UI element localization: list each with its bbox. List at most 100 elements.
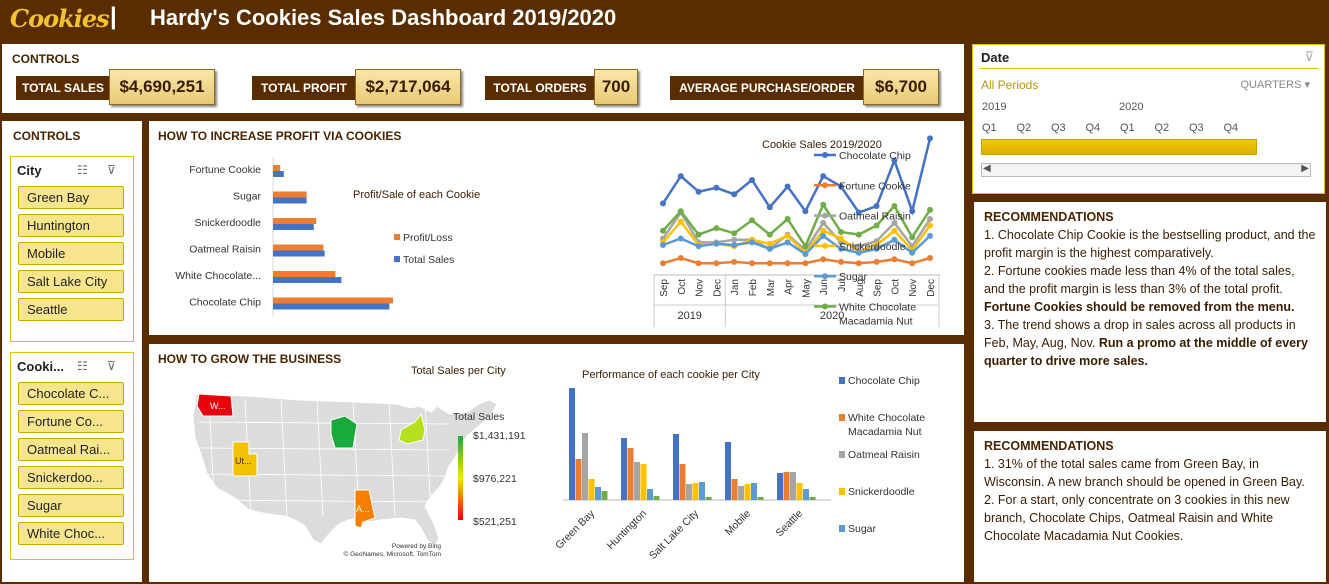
timeline-bar[interactable] — [981, 139, 1257, 155]
quarter-label[interactable]: Q2 — [1016, 122, 1032, 134]
bar — [744, 484, 751, 500]
clear-filter-icon[interactable]: ⊽ — [107, 163, 116, 177]
quarter-label[interactable]: Q1 — [982, 122, 997, 134]
data-point — [695, 231, 702, 238]
state-border — [196, 499, 450, 503]
data-point — [713, 184, 720, 191]
data-point — [802, 251, 809, 258]
chart-title: Profit/Sale of each Cookie — [353, 189, 480, 201]
data-point — [677, 218, 684, 225]
scroll-right-icon[interactable]: ▶ — [1301, 163, 1309, 174]
chart-title: Performance of each cookie per City — [582, 369, 760, 381]
legend-swatch — [839, 377, 845, 384]
city-slicer-item[interactable]: Huntington — [18, 214, 124, 237]
tick-label: Sep — [659, 279, 670, 297]
city-slicer-item[interactable]: Green Bay — [18, 186, 124, 209]
clear-filter-icon[interactable]: ⊽ — [107, 359, 116, 373]
legend-mid: $976,221 — [473, 473, 517, 485]
year-label-2020: 2020 — [1119, 101, 1144, 113]
bar — [273, 271, 336, 277]
tick-label: May — [801, 279, 812, 298]
recommendation-line: 1. 31% of the total sales came from Gree… — [984, 457, 1305, 489]
date-slicer[interactable]: Date ⊽ All Periods QUARTERS ▾ 2019 2020 … — [972, 44, 1325, 194]
data-point — [677, 208, 684, 215]
data-point — [927, 135, 933, 142]
state-border — [424, 399, 432, 517]
cookie-slicer[interactable]: Cooki... ☷ ⊽ Chocolate C... Fortune Co...… — [10, 352, 134, 560]
date-slicer-divider — [979, 68, 1318, 69]
category-label: Green Bay — [553, 507, 598, 552]
tick-label: Aug — [855, 279, 866, 297]
bar — [273, 224, 314, 230]
kpi-panel: CONTROLS TOTAL SALES $4,690,251 TOTAL PR… — [2, 44, 964, 113]
legend-entry: Total Sales — [403, 254, 454, 266]
tick-label: Jul — [837, 279, 848, 292]
cookie-slicer-item[interactable]: Fortune Co... — [18, 410, 124, 433]
cookie-slicer-item[interactable]: Sugar — [18, 494, 124, 517]
quarter-label[interactable]: Q4 — [1085, 122, 1101, 134]
data-point — [909, 234, 916, 241]
cookies-logo: Cookies — [10, 4, 110, 33]
data-point — [927, 222, 933, 229]
quarter-label[interactable]: Q4 — [1223, 122, 1239, 134]
growth-section-title: HOW TO GROW THE BUSINESS — [158, 352, 342, 366]
cookie-slicer-item[interactable]: Chocolate C... — [18, 382, 124, 405]
city-slicer-item[interactable]: Seattle — [18, 298, 124, 321]
clear-filter-icon[interactable]: ⊽ — [1304, 49, 1314, 64]
bar — [634, 462, 640, 500]
state-alabama[interactable] — [354, 489, 376, 529]
bar — [757, 497, 764, 500]
date-slicer-title: Date — [981, 50, 1010, 65]
multi-select-icon[interactable]: ☷ — [77, 359, 88, 373]
quarter-label[interactable]: Q2 — [1154, 122, 1170, 134]
granularity-value: QUARTERS — [1240, 79, 1302, 91]
bar — [273, 277, 342, 283]
legend-gradient — [458, 436, 463, 520]
state-newyork[interactable] — [398, 412, 426, 445]
cookie-slicer-item[interactable]: White Choc... — [18, 522, 124, 545]
scroll-left-icon[interactable]: ◀ — [983, 163, 991, 174]
data-point — [927, 206, 933, 213]
data-point — [855, 243, 862, 250]
quarter-label[interactable]: Q3 — [1189, 122, 1204, 134]
recommendation-line: Fortune Cookies should be removed from t… — [984, 300, 1295, 314]
data-point — [891, 203, 898, 209]
data-point — [927, 216, 933, 222]
city-slicer-item[interactable]: Mobile — [18, 242, 124, 265]
profit-section: HOW TO INCREASE PROFIT VIA COOKIES Profi… — [149, 121, 964, 335]
bar — [692, 483, 699, 500]
timeline-scrollbar[interactable]: ◀ ▶ — [981, 163, 1311, 177]
page-title: Hardy's Cookies Sales Dashboard 2019/202… — [150, 5, 617, 30]
city-slicer-item[interactable]: Salt Lake City — [18, 270, 124, 293]
bar — [569, 388, 575, 500]
data-point — [731, 236, 738, 243]
tick-label: Nov — [695, 279, 706, 297]
bar — [653, 496, 660, 500]
state-washington[interactable] — [196, 393, 234, 417]
legend-title: Total Sales — [453, 411, 504, 423]
city-slicer[interactable]: City ☷ ⊽ Green Bay Huntington Mobile Salt L… — [10, 156, 134, 342]
quarter-label[interactable]: Q1 — [1120, 122, 1135, 134]
data-point — [766, 260, 773, 267]
bar — [273, 191, 307, 198]
bar — [582, 433, 588, 500]
category-label: Sugar — [233, 191, 262, 203]
data-point — [838, 258, 844, 265]
data-point — [677, 235, 684, 242]
data-point — [855, 249, 862, 256]
multi-select-icon[interactable]: ☷ — [77, 163, 88, 177]
bar — [783, 472, 790, 500]
bar — [777, 473, 783, 500]
state-wisconsin[interactable] — [330, 415, 358, 449]
data-point — [909, 260, 916, 267]
granularity-dropdown[interactable]: QUARTERS ▾ — [1240, 78, 1310, 91]
data-point — [660, 242, 666, 248]
kpi-total-sales-value: $4,690,251 — [109, 69, 215, 105]
cookie-slicer-item[interactable]: Oatmeal Rai... — [18, 438, 124, 461]
state-utah[interactable] — [232, 441, 258, 477]
data-point — [855, 260, 862, 267]
data-point — [891, 236, 898, 243]
cookie-slicer-item[interactable]: Snickerdoo... — [18, 466, 124, 489]
quarter-label[interactable]: Q3 — [1051, 122, 1066, 134]
bar — [640, 464, 647, 500]
